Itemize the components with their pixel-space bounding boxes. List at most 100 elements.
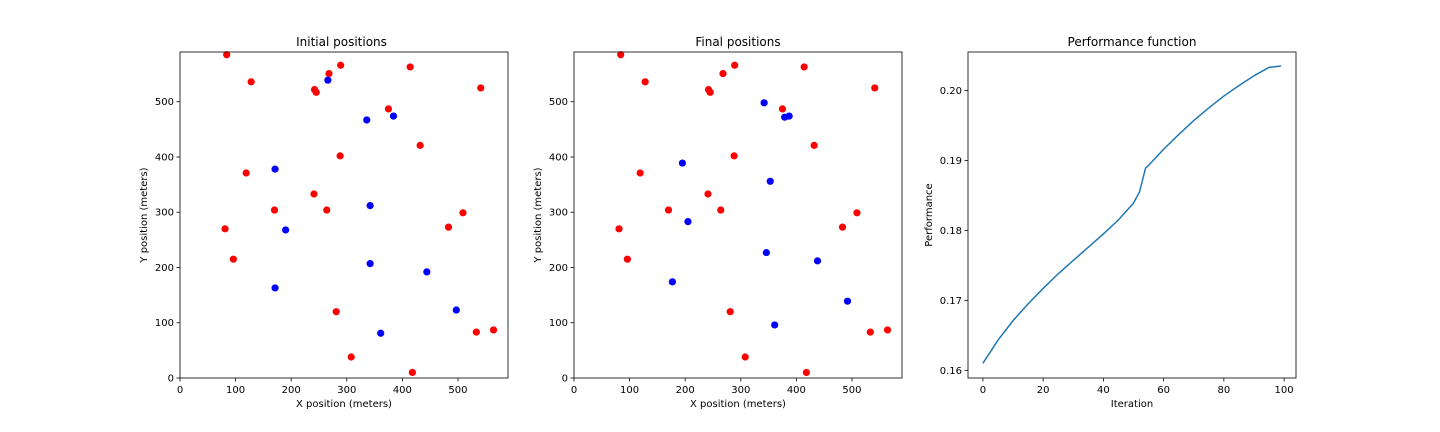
- scatter-point: [810, 141, 818, 149]
- y-tick-label: 400: [155, 152, 174, 163]
- scatter-point: [704, 190, 712, 198]
- scatter-point: [800, 63, 808, 71]
- scatter-point: [668, 278, 677, 286]
- x-tick-label: 0: [177, 385, 183, 396]
- x-tick-label: 100: [1275, 385, 1294, 396]
- y-tick-label: 300: [549, 208, 568, 219]
- scatter-point: [332, 308, 340, 316]
- plot-marks: [615, 51, 892, 377]
- x-tick-label: 0: [980, 385, 986, 396]
- scatter-point: [282, 226, 290, 234]
- scatter-point: [389, 112, 398, 120]
- scatter-point: [730, 152, 738, 160]
- performance-function-plot: Performance function Iteration Performan…: [924, 35, 1297, 410]
- x-tick-label: 400: [787, 385, 806, 396]
- axis-ticks: 0 100 200 300 400 500 0 100 200 300 400 500: [155, 97, 468, 396]
- y-tick-label: 0.20: [940, 86, 962, 97]
- scatter-point: [866, 328, 874, 336]
- x-tick-label: 20: [1037, 385, 1050, 396]
- y-axis-label: Y position (meters): [139, 167, 150, 263]
- scatter-point: [726, 308, 734, 316]
- scatter-point: [706, 88, 714, 96]
- plot-title: Performance function: [1068, 35, 1197, 49]
- scatter-point: [310, 190, 318, 198]
- plot-frame: [179, 51, 509, 379]
- x-tick-label: 300: [337, 385, 356, 396]
- scatter-point: [717, 206, 725, 214]
- x-tick-label: 500: [842, 385, 861, 396]
- scatter-point: [719, 69, 727, 78]
- initial-positions-plot: Initial positions X position (meters) Y …: [139, 35, 509, 410]
- scatter-point: [617, 51, 625, 59]
- x-tick-label: 100: [226, 385, 245, 396]
- scatter-point: [408, 368, 416, 377]
- scatter-point: [377, 329, 385, 337]
- scatter-point: [664, 206, 673, 214]
- scatter-point: [623, 255, 631, 263]
- scatter-point: [325, 69, 333, 78]
- scatter-point: [615, 225, 623, 233]
- scatter-point: [223, 51, 231, 59]
- plot-title: Final positions: [695, 35, 780, 49]
- scatter-point: [641, 78, 649, 86]
- scatter-point: [802, 368, 810, 377]
- x-tick-label: 80: [1217, 385, 1230, 396]
- scatter-point: [363, 116, 371, 124]
- scatter-point: [323, 206, 331, 214]
- y-tick-label: 200: [549, 263, 568, 274]
- y-tick-label: 0.19: [940, 156, 962, 167]
- y-tick-label: 0.18: [940, 226, 962, 237]
- final-positions-plot: Final positions X position (meters) Y po…: [533, 35, 903, 410]
- x-tick-label: 0: [571, 385, 577, 396]
- scatter-point: [271, 165, 279, 173]
- axis-ticks: 0 20 40 60 80 100 0.16 0.17 0.18 0.19 0.20: [940, 86, 1294, 396]
- y-axis-label: Performance: [924, 183, 935, 246]
- axis-ticks: 0 100 200 300 400 500 0 100 200 300 400 500: [549, 97, 862, 396]
- y-tick-label: 0: [168, 374, 174, 385]
- x-tick-label: 40: [1097, 385, 1110, 396]
- x-tick-label: 500: [448, 385, 467, 396]
- scatter-point: [221, 225, 229, 233]
- scatter-point: [337, 61, 345, 69]
- plot-title: Initial positions: [296, 35, 387, 49]
- y-tick-label: 0.17: [940, 296, 962, 307]
- scatter-point: [871, 84, 879, 92]
- scatter-point: [229, 255, 237, 263]
- y-tick-label: 0.16: [940, 366, 962, 377]
- scatter-point: [489, 326, 498, 334]
- x-axis-label: X position (meters): [296, 399, 392, 410]
- y-tick-label: 100: [549, 318, 568, 329]
- plot-marks: [221, 51, 498, 377]
- scatter-point: [247, 78, 255, 86]
- scatter-point: [771, 321, 779, 329]
- scatter-point: [760, 99, 768, 107]
- x-tick-label: 60: [1157, 385, 1170, 396]
- scatter-point: [416, 141, 424, 149]
- scatter-point: [731, 61, 739, 69]
- scatter-point: [452, 306, 460, 314]
- scatter-point: [477, 84, 485, 92]
- x-tick-label: 100: [620, 385, 639, 396]
- scatter-point: [766, 177, 774, 185]
- x-tick-label: 400: [393, 385, 412, 396]
- y-tick-label: 100: [155, 318, 174, 329]
- plot-frame: [967, 51, 1297, 379]
- x-axis-label: Iteration: [1111, 399, 1153, 410]
- y-tick-label: 400: [549, 152, 568, 163]
- scatter-point: [636, 169, 644, 177]
- y-tick-label: 200: [155, 263, 174, 274]
- scatter-point: [324, 76, 332, 84]
- series-line: [982, 65, 1282, 364]
- scatter-point: [444, 223, 453, 231]
- scatter-point: [242, 169, 250, 177]
- scatter-point: [678, 159, 687, 167]
- plot-marks: [982, 65, 1282, 364]
- scatter-point: [406, 63, 414, 71]
- y-tick-label: 0: [562, 374, 568, 385]
- scatter-point: [762, 248, 770, 257]
- y-tick-label: 300: [155, 208, 174, 219]
- y-tick-label: 500: [549, 97, 568, 108]
- scatter-point: [741, 353, 749, 361]
- scatter-point: [347, 353, 355, 361]
